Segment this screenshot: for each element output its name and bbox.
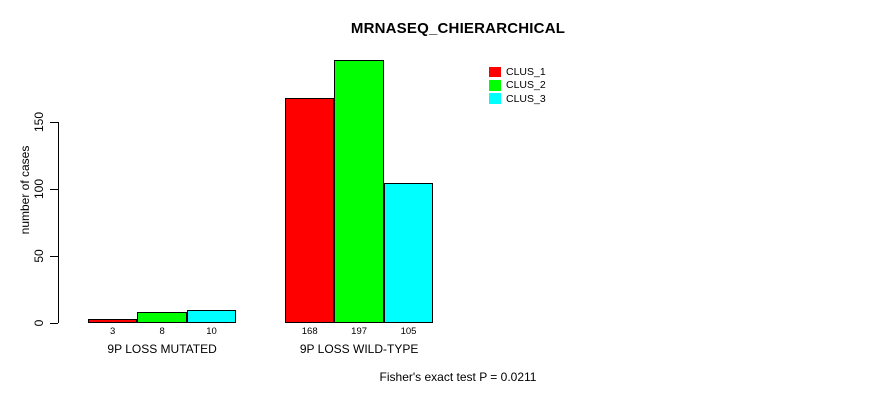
y-axis-line [58,122,59,323]
y-axis-tick-mark [50,188,58,190]
legend-item-clus_2: CLUS_2 [489,79,546,91]
y-axis-tick-label: 0 [32,319,46,326]
y-axis-title: number of cases [18,145,32,235]
legend-swatch-clus_1 [489,66,501,78]
y-axis-tick-label: 150 [32,111,46,133]
bar-value-label: 3 [110,326,116,337]
bar-value-label: 168 [301,326,318,337]
fisher-test-annotation: Fisher's exact test P = 0.0211 [379,370,537,384]
bar-clus_3-group2 [383,182,434,323]
y-axis-tick-mark [50,322,58,324]
legend-item-clus_3: CLUS_3 [489,93,546,105]
y-axis-tick-mark [50,122,58,123]
legend-label: CLUS_3 [506,92,546,105]
legend-swatch-clus_2 [489,80,501,91]
legend-label: CLUS_1 [506,66,546,78]
group-label-2: 9P LOSS WILD-TYPE [299,342,419,356]
bar-clus_2-group1 [137,312,187,323]
bar-clus_2-group2 [334,59,384,323]
legend-label: CLUS_2 [506,79,546,92]
bar-value-label: 10 [206,326,217,337]
bar-value-label: 197 [351,326,368,337]
y-axis-tick-label: 100 [32,178,46,199]
bar-clus_1-group2 [285,98,335,323]
bar-value-label: 105 [400,326,417,337]
legend-item-clus_1: CLUS_1 [489,66,546,78]
y-axis-tick-mark [50,255,58,257]
bar-clus_3-group1 [186,309,237,323]
bar-clus_1-group1 [88,318,138,323]
chart-title: MRNASEQ_CHIERARCHICAL [350,20,566,37]
legend-swatch-clus_3 [489,93,501,104]
y-axis-tick-label: 50 [32,248,46,263]
bar-value-label: 8 [159,326,165,337]
group-label-1: 9P LOSS MUTATED [107,342,217,356]
